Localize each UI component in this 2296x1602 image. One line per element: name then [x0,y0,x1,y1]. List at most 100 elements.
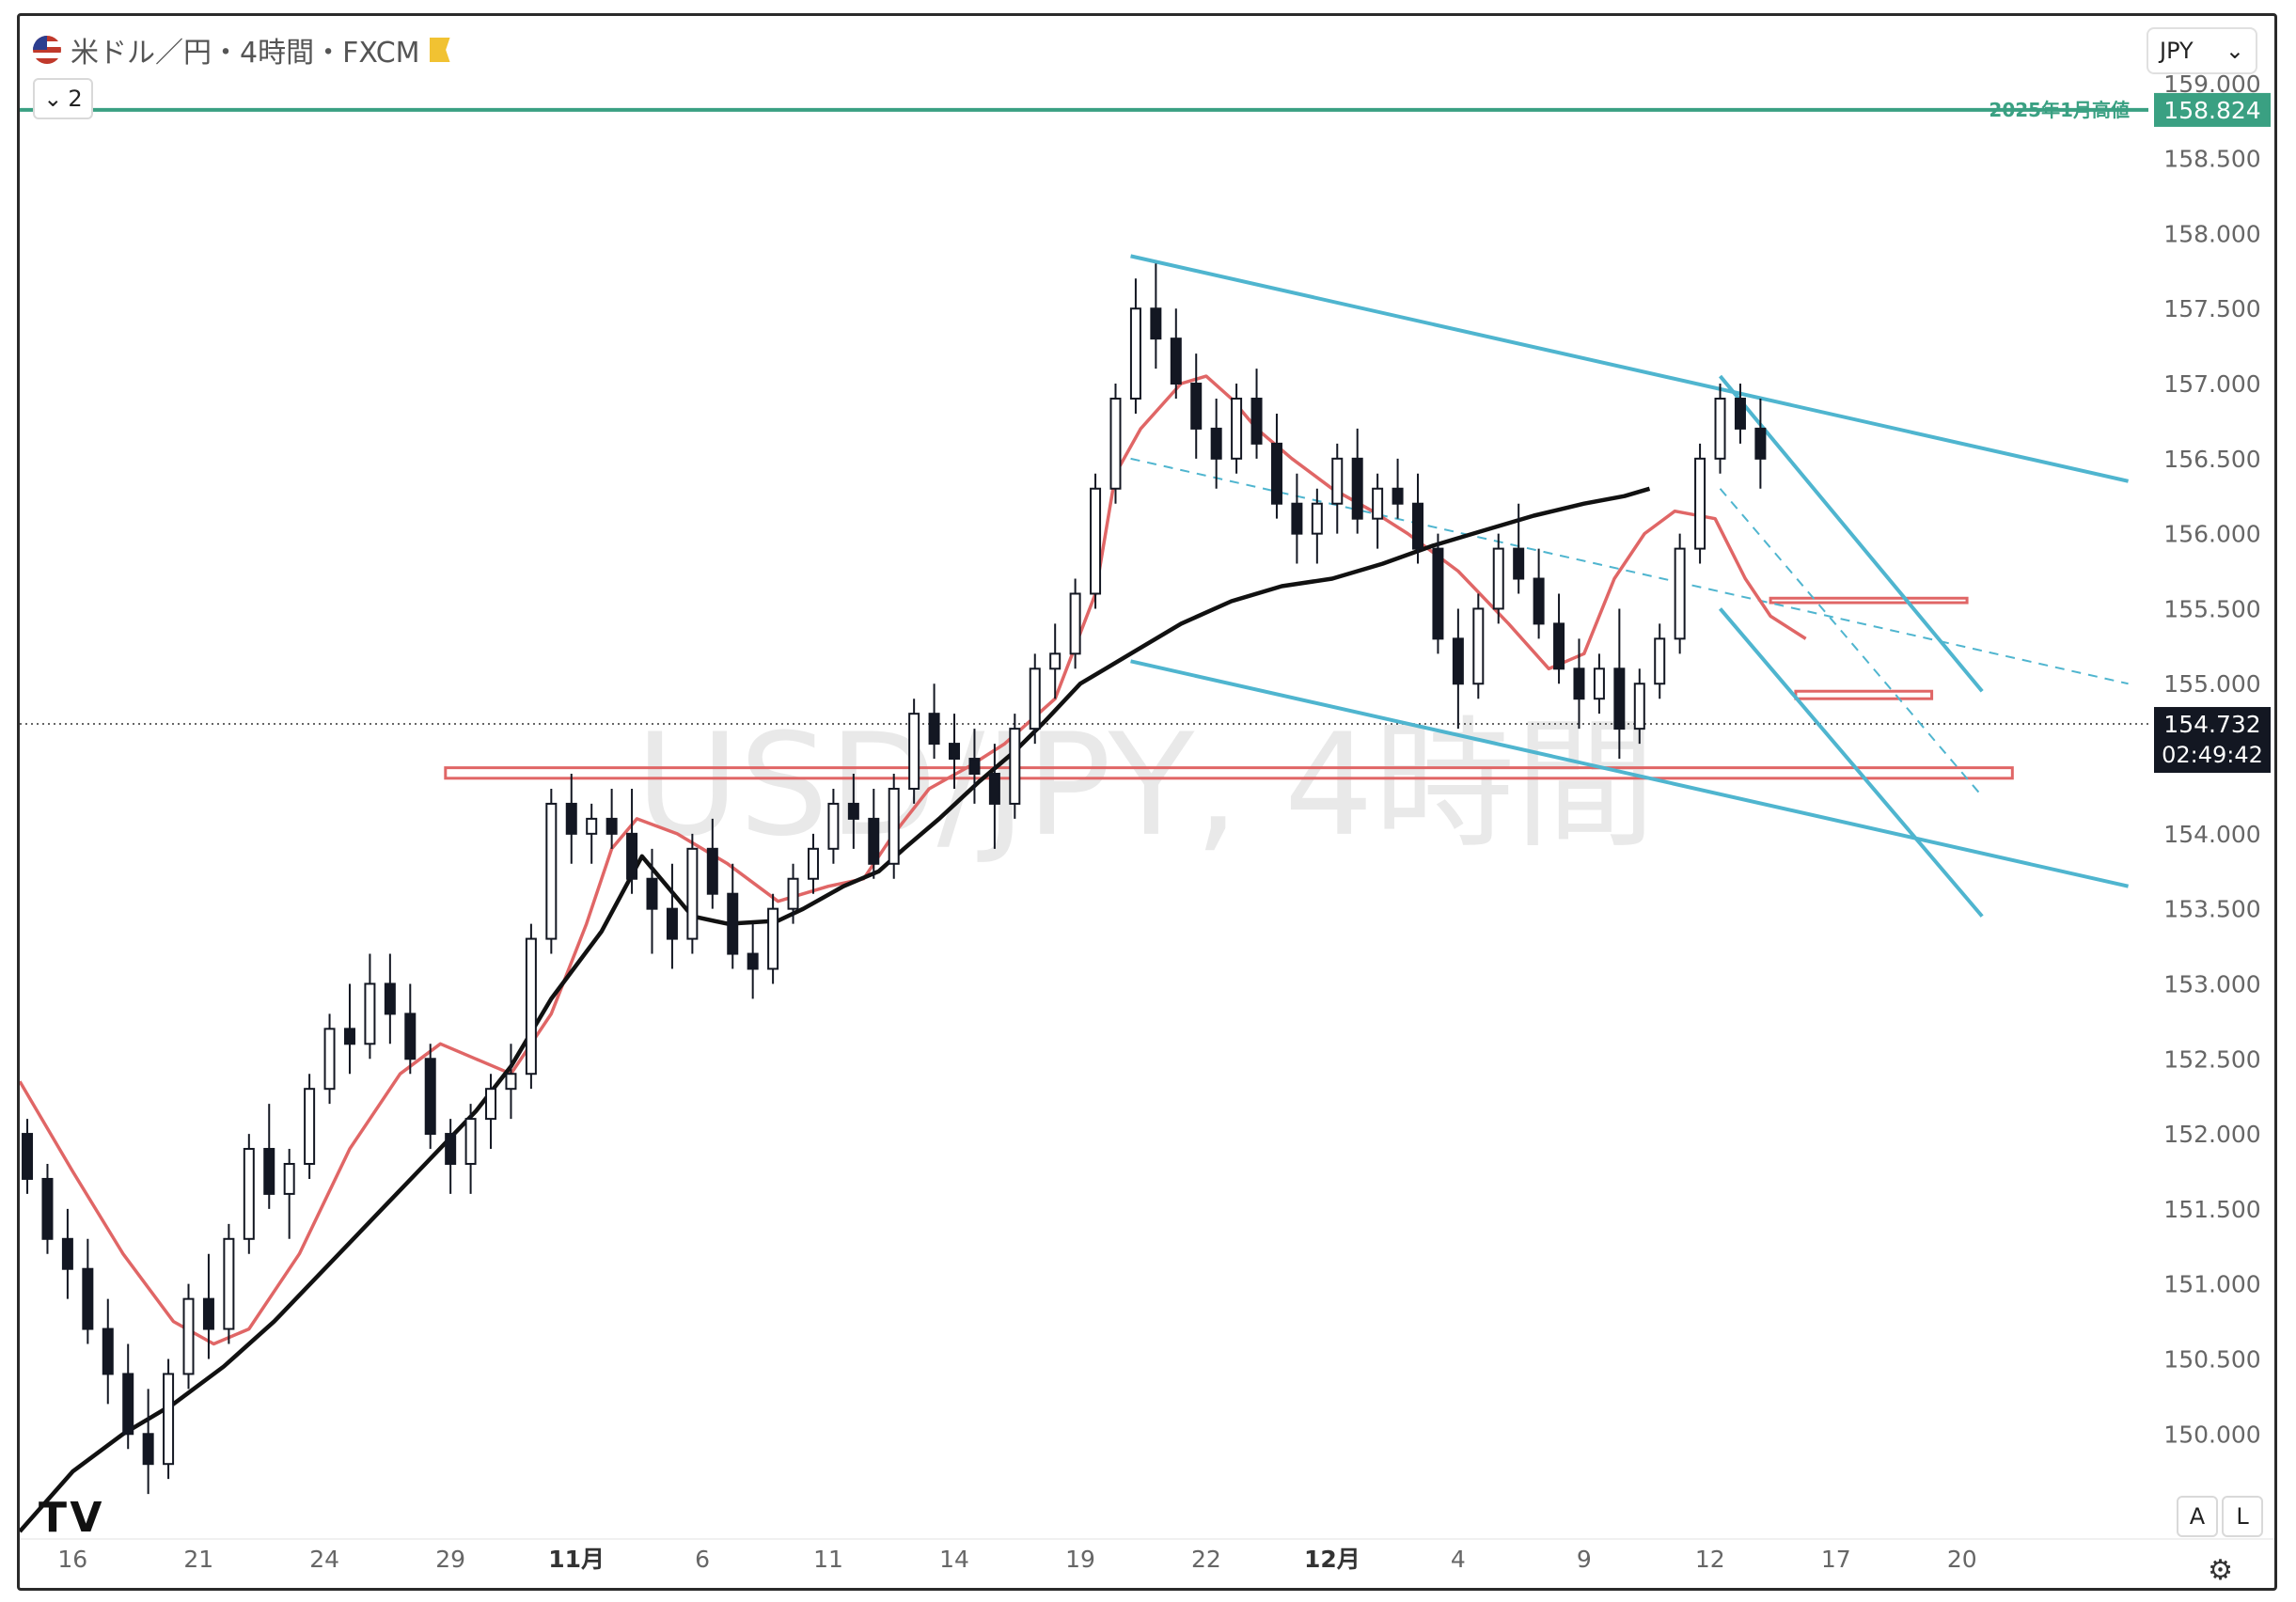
x-tick-label: 9 [1577,1546,1592,1573]
candle-body [1049,652,1062,670]
candle [525,923,537,1090]
candle [605,788,618,849]
candle-body [223,1237,235,1330]
candle-body [1754,427,1767,460]
candle [82,1238,94,1344]
candle [41,1163,54,1254]
currency-select[interactable]: JPY ⌄ [2147,27,2257,74]
candle [586,803,598,864]
candle [404,983,417,1075]
candle [1734,384,1746,444]
y-tick-label: 150.500 [2163,1345,2260,1373]
price-chart[interactable]: USD/JPY, 4時間 2025年1月高値 150.000 150.500 151.0… [20,16,2274,1588]
candle-body [626,832,638,880]
x-tick-label: 20 [1947,1546,1977,1573]
candle-body [122,1373,134,1436]
candle-body [1633,683,1645,730]
x-tick-label: 17 [1821,1546,1851,1573]
candle [727,863,739,969]
y-tick-label: 158.000 [2163,220,2260,247]
auto-scale-button[interactable]: A [2177,1496,2218,1537]
candle [243,1134,255,1254]
annotation-label: 2025年1月高値 [1989,99,2130,121]
countdown-value: 02:49:42 [2162,742,2263,768]
current-price-value: 154.732 [2163,711,2260,738]
candle-body [1109,397,1122,490]
x-tick-label: 12 [1695,1546,1725,1573]
candle-body [182,1297,195,1375]
candle-body [1472,607,1485,685]
candle [847,774,859,849]
candle-body [1714,397,1726,460]
candle [102,1298,114,1405]
candle [304,1074,316,1179]
y-tick-label: 151.500 [2163,1196,2260,1223]
settings-icon[interactable]: ⚙ [2208,1554,2233,1587]
x-tick-label: 16 [57,1546,87,1573]
y-tick-label: 152.500 [2163,1045,2260,1073]
candle-body [1029,668,1041,730]
candle-body [686,847,699,940]
symbol-title-bar[interactable]: 米ドル／円・4時間・FXCM [33,29,450,71]
candle [787,863,799,924]
candle [22,1119,34,1194]
candle-body [807,847,819,880]
candle-body [22,1133,34,1180]
candle [1513,503,1525,594]
zone-rect [1769,596,1969,605]
candle [767,893,779,984]
candle-body [142,1433,154,1466]
candle-body [1694,457,1706,550]
candle-body [1069,592,1081,655]
candle-body [1513,547,1525,580]
candle [445,1119,457,1194]
candle [1190,353,1203,459]
y-tick-label: 157.000 [2163,370,2260,398]
candle-body [565,802,577,835]
candle-body [888,787,900,865]
candle-body [706,847,718,895]
y-tick-label: 153.500 [2163,896,2260,923]
candle-body [445,1133,457,1165]
candle [666,863,678,969]
candle [1150,263,1162,369]
candle-body [384,982,396,1015]
candle-body [1311,502,1323,535]
y-tick-label: 150.000 [2163,1421,2260,1448]
candle-body [364,982,376,1045]
candle [928,683,940,760]
x-tick-label: 22 [1191,1546,1221,1573]
candle [263,1104,275,1209]
candle-body [82,1267,94,1330]
y-tick-label: 152.000 [2163,1121,2260,1148]
candle [1069,578,1081,669]
candle [908,699,920,804]
candle [424,1044,436,1150]
candle-body [1593,668,1605,700]
candle [1372,473,1384,549]
candle [968,729,981,804]
candle-body [163,1373,175,1466]
candle-body [102,1327,114,1375]
candle-body [485,1088,497,1121]
chevron-down-icon: ⌄ [43,86,63,112]
candle-body [1533,577,1545,625]
candle-body [1492,547,1504,610]
x-tick-label: 12月 [1304,1546,1360,1573]
candle-body [1231,397,1243,460]
log-scale-button[interactable]: L [2222,1496,2263,1537]
x-tick-label: 6 [695,1546,710,1573]
candle [1674,533,1686,654]
indicator-collapse-button[interactable]: ⌄ 2 [33,78,93,119]
candle [1129,278,1141,414]
x-tick-label: 29 [435,1546,465,1573]
candle [1109,384,1122,504]
candle-body [1150,307,1162,340]
candle [1533,548,1545,639]
candle [706,818,718,909]
bookmark-icon[interactable] [429,38,450,62]
candle [747,923,759,999]
candle-body [41,1177,54,1240]
candle-body [767,907,779,970]
candle [1694,443,1706,564]
